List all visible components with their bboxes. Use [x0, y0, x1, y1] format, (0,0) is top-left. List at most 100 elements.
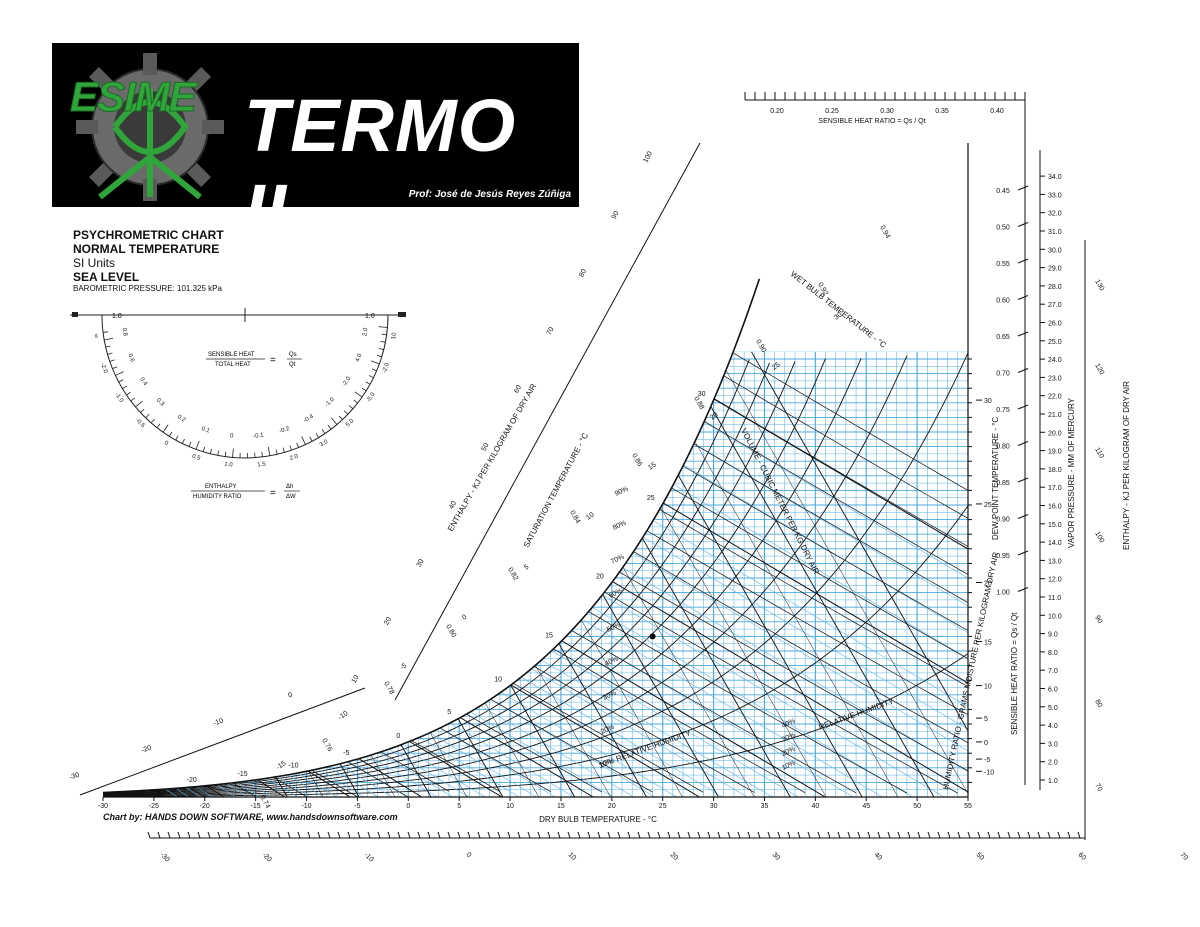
volume-line [284, 351, 539, 797]
enthalpy-bottom-tick [1057, 831, 1061, 839]
esime-banner: ESIME TERMO II Prof: José de Jesús Reyes… [52, 43, 579, 207]
protractor-shf-tick-label: 0 [230, 433, 235, 439]
rh-curve-label: 80% [612, 520, 628, 532]
saturation-tick-label: 15 [545, 633, 553, 640]
enthalpy-bottom-tick [347, 831, 351, 839]
wet-bulb-line [303, 767, 351, 797]
protractor-tick [115, 371, 124, 376]
volume-line [427, 351, 683, 797]
wet-bulb-tick-label: 30 [833, 311, 843, 321]
clipped-grid [103, 351, 968, 797]
enthalpy-bottom-tick [687, 831, 691, 839]
enthalpy-line [103, 467, 653, 793]
wet-bulb-line [517, 674, 724, 797]
course-title: TERMO II [244, 84, 517, 207]
enthalpy-bottom-tick [647, 831, 651, 839]
vapor-pressure-tick-label: 4.0 [1048, 723, 1058, 730]
enthalpy-bottom-tick-label: 70 [1179, 851, 1190, 862]
enthalpy-bottom-tick [587, 831, 591, 839]
saturation-tick-label: 0 [396, 733, 400, 740]
state-point-layer [649, 633, 656, 640]
protractor-tick [181, 438, 185, 444]
enthalpy-bottom-tick [787, 831, 791, 839]
enthalpy-bottom-tick [237, 831, 241, 839]
enthalpy-diag-tick-label: -30 [69, 772, 81, 782]
wet-bulb-line [293, 770, 337, 797]
dry-bulb-tick-label: 5 [457, 803, 461, 810]
dry-bulb-tick-label: 25 [659, 803, 667, 810]
dew-point-tick-label: 15 [984, 640, 992, 647]
volume-line [679, 351, 935, 797]
enthalpy-bottom-tick [867, 831, 871, 839]
vapor-pressure-tick-label: 34.0 [1048, 174, 1062, 181]
vapor-pressure-tick-label: 24.0 [1048, 357, 1062, 364]
enthalpy-bottom-tick [397, 831, 401, 839]
enthalpy-bottom-tick [607, 831, 611, 839]
dry-bulb-tick-label: 0 [406, 803, 410, 810]
shr-right-tick-label: 0.80 [996, 444, 1010, 451]
protractor-tick [327, 424, 332, 430]
protractor-tick [224, 451, 227, 457]
enthalpy-bottom-tick [167, 831, 171, 839]
saturation-tick-label: -10 [288, 762, 298, 769]
saturation-tick-label: -15 [238, 771, 248, 778]
enthalpy-bottom-tick [267, 831, 271, 839]
protractor-tick [368, 375, 374, 379]
protractor-tick [175, 435, 179, 441]
wet-bulb-line [557, 638, 826, 797]
wet-bulb-line [445, 720, 575, 797]
enthalpy-bottom-tick [1017, 831, 1021, 839]
enthalpy-bottom-tick [947, 831, 951, 839]
wet-bulb-line [405, 738, 503, 797]
protractor-enthalpy-tick-label: -0.5 [134, 418, 146, 430]
enthalpy-bottom-tick [1007, 831, 1011, 839]
rh-curve [102, 359, 750, 794]
wet-bulb-line [384, 746, 469, 797]
protractor: 1.0 1.0 0.80.60.40.30.20.10 -0.1-0.2-0.4-… [70, 308, 406, 500]
enthalpy-bottom-tick [447, 831, 451, 839]
vapor-pressure-tick-label: 10.0 [1048, 613, 1062, 620]
protractor-tick [354, 391, 363, 398]
enthalpy-diag-axis-high [394, 142, 701, 701]
dew-point-axis-label: DEW POINT TEMPERATURE - °C [991, 417, 1000, 540]
saturation-tick-label: 5 [447, 709, 451, 716]
enthalpy-diag-tick-label: -20 [141, 745, 153, 755]
enthalpy-right-tick-label: 70 [1093, 783, 1103, 793]
enthalpy-bottom-tick [697, 831, 701, 839]
altitude-label: SEA LEVEL [73, 270, 140, 284]
enthalpy-bottom-tick [277, 831, 281, 839]
protractor-tick [210, 448, 213, 454]
protractor-tick [315, 433, 319, 438]
wet-bulb-line [313, 765, 365, 797]
enthalpy-bottom-tick [437, 831, 441, 839]
enthalpy-bottom-tick [1067, 831, 1071, 839]
shr-right-tick-label: 0.90 [996, 517, 1010, 524]
wet-bulb-line [272, 773, 311, 797]
shr-right-tick-label: 0.50 [996, 225, 1010, 232]
saturation-tick-label: 25 [647, 495, 655, 502]
protractor-tick [112, 366, 118, 369]
vapor-pressure-tick-label: 29.0 [1048, 266, 1062, 273]
enthalpy-bottom-tick-label: 50 [975, 851, 986, 862]
wet-bulb-line [700, 419, 968, 797]
rh-curve-label: 30% [781, 732, 797, 744]
dry-bulb-tick-label: 20 [608, 803, 616, 810]
wet-bulb-line [527, 666, 748, 797]
enthalpy-bottom-tick [667, 831, 671, 839]
enthalpy-bottom-tick [577, 831, 581, 839]
rh-curve [102, 361, 796, 795]
dew-point-tick-label: 0 [984, 740, 988, 747]
enthalpy-line [733, 353, 968, 491]
vapor-pressure-tick-label: 11.0 [1048, 595, 1061, 602]
wet-bulb-line [496, 689, 677, 797]
vapor-pressure-tick-label: 21.0 [1048, 412, 1062, 419]
gear-logo-icon [76, 53, 224, 201]
wet-bulb-line [262, 775, 298, 797]
shr-right-tick [1017, 587, 1029, 592]
shf-rhs-denominator: Qt [289, 362, 296, 368]
protractor-enthalpy-tick-label: 0 [163, 440, 170, 447]
enthalpy-right-axis-label: ENTHALPY - KJ PER KILOGRAM OF DRY AIR [1122, 381, 1131, 550]
shf-equals: = [270, 355, 276, 366]
enthalpy-bottom-tick [1077, 831, 1081, 839]
enthalpy-bottom-tick [987, 831, 991, 839]
